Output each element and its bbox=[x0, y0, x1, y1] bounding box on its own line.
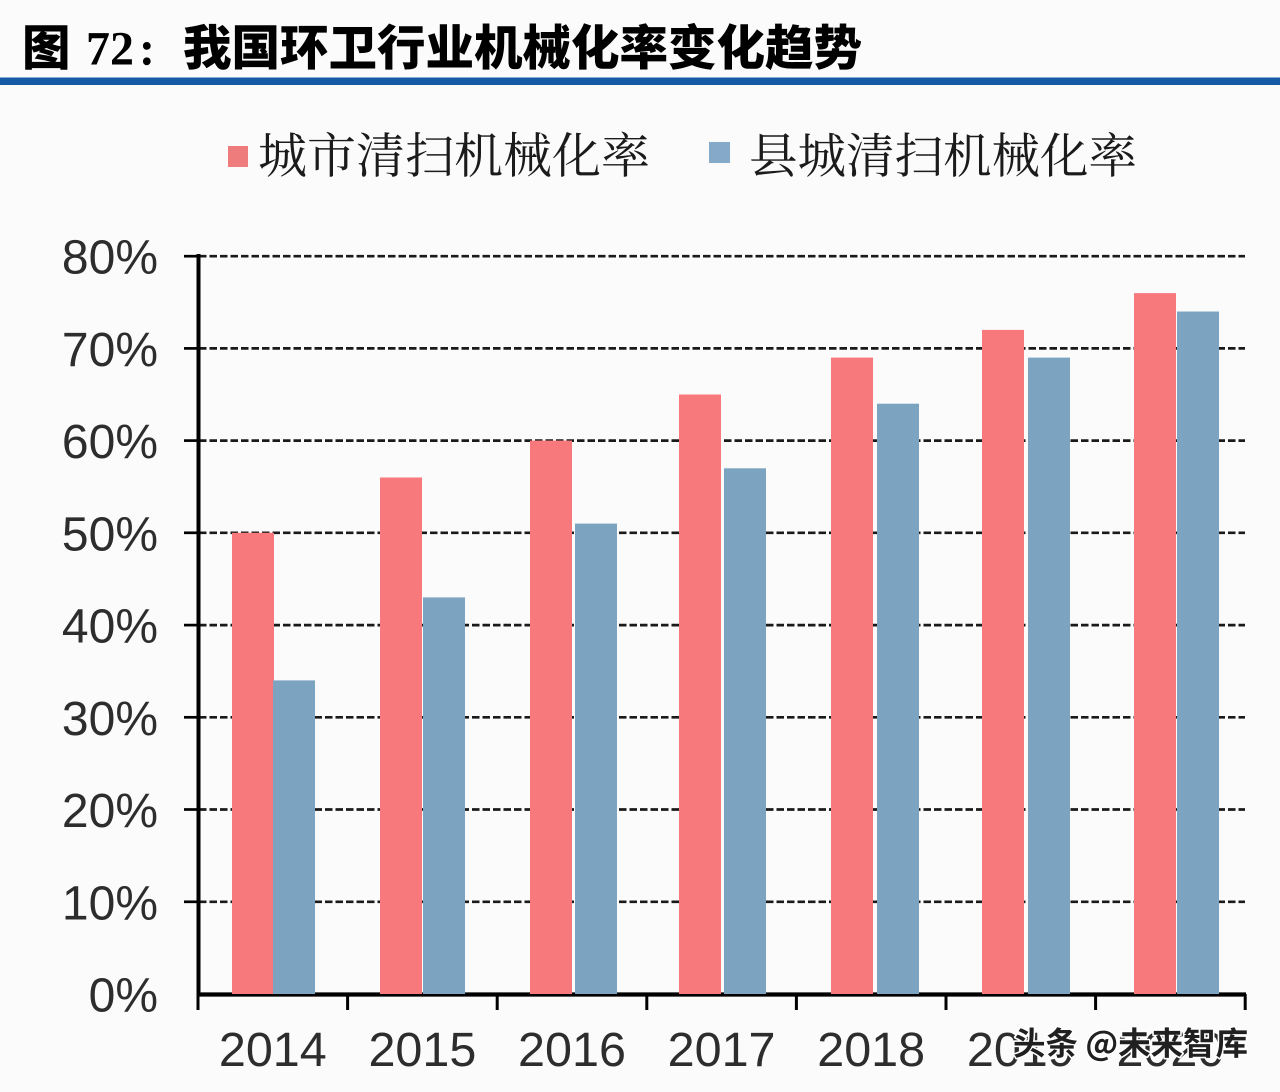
svg-text:2017: 2017 bbox=[668, 1023, 776, 1077]
svg-text:50%: 50% bbox=[62, 508, 158, 561]
svg-text:0%: 0% bbox=[89, 970, 158, 1023]
svg-text:2018: 2018 bbox=[817, 1023, 925, 1077]
svg-text:10%: 10% bbox=[62, 877, 158, 930]
svg-text:2014: 2014 bbox=[219, 1023, 327, 1077]
svg-text:60%: 60% bbox=[62, 416, 158, 469]
svg-text:40%: 40% bbox=[62, 601, 158, 654]
svg-text:2015: 2015 bbox=[368, 1023, 476, 1077]
svg-text:30%: 30% bbox=[62, 693, 158, 746]
svg-text:2016: 2016 bbox=[518, 1023, 626, 1077]
svg-text:80%: 80% bbox=[62, 232, 158, 285]
svg-text:20%: 20% bbox=[62, 785, 158, 838]
svg-text:70%: 70% bbox=[62, 324, 158, 377]
